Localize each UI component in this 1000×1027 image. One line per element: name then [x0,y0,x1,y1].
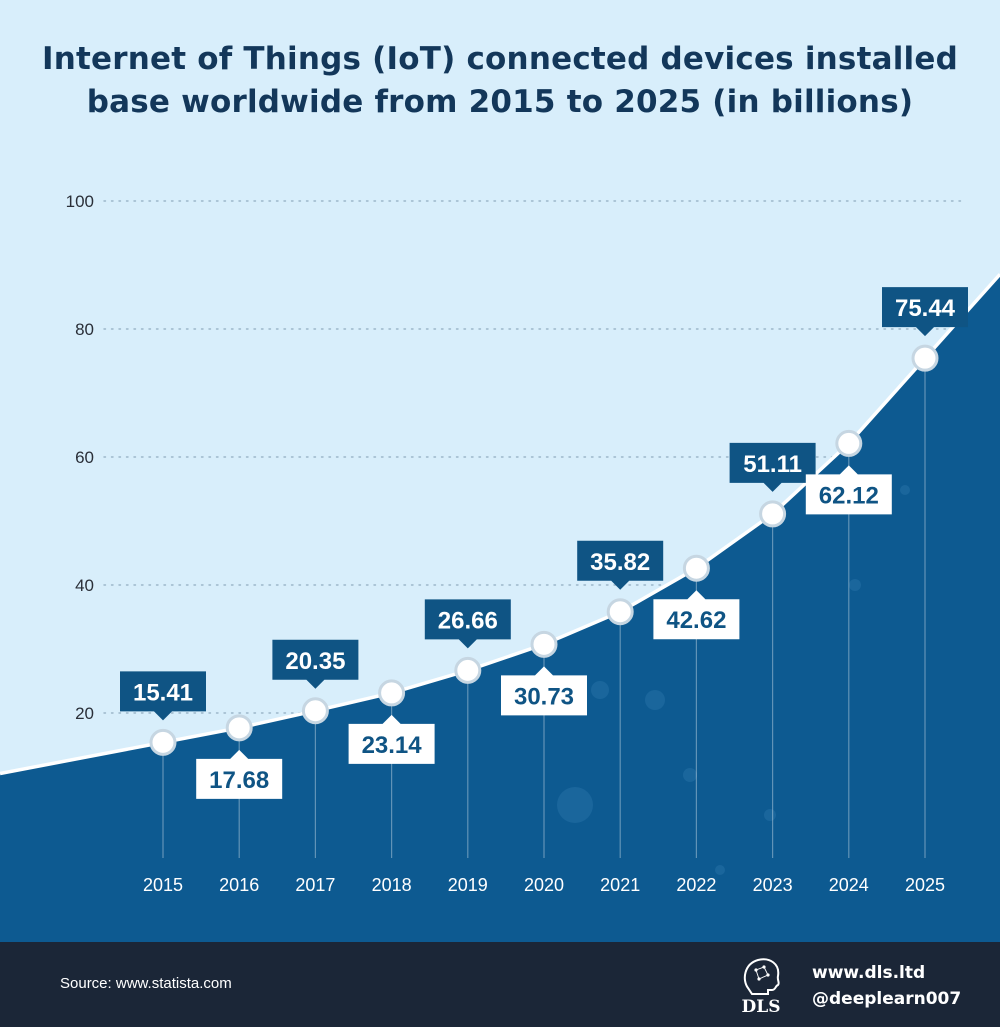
data-point [225,714,253,742]
data-label-text: 62.12 [819,482,879,509]
network-node-decoration [591,681,609,699]
data-point [149,728,177,756]
data-label: 15.41 [120,671,206,721]
dls-logo: DLS [742,958,781,1017]
y-tick-label: 100 [66,192,94,211]
website-link[interactable]: www.dls.ltd [812,963,926,983]
data-label-text: 42.62 [666,607,726,634]
data-label: 35.82 [577,540,664,590]
title-block: Internet of Things (IoT) connected devic… [0,38,1000,124]
data-label-box [729,442,816,492]
y-tick-label: 80 [75,320,94,339]
network-node-decoration [849,579,861,591]
data-label-box [348,714,435,764]
social-handle[interactable]: @deeplearn007 [812,989,962,1009]
footer: Source: www.statista.com DLS www.dls.ltd… [0,942,1000,1027]
data-label-text: 26.66 [438,607,498,634]
data-points [149,344,939,756]
source-text: Source: www.statista.com [60,975,232,992]
data-point [759,500,787,528]
data-label: 20.35 [272,639,359,689]
data-point [682,554,710,582]
y-tick-label: 20 [75,704,94,723]
data-label: 51.11 [729,442,816,492]
data-label-text: 17.68 [209,767,269,794]
data-label: 26.66 [424,599,511,649]
x-axis-ticks: 2015 2016 2017 2018 2019 2020 2021 2022 2023 2024… [143,875,945,895]
data-label-text: 30.73 [514,683,574,710]
data-label: 75.44 [882,287,968,337]
contact-block: www.dls.ltd @deeplearn007 [812,960,961,1012]
data-point [606,598,634,626]
data-label-box [577,540,664,590]
data-point [301,697,329,725]
data-point [835,429,863,457]
x-tick-label: 2021 [600,875,640,895]
data-label-box [653,590,740,640]
data-label-text: 15.41 [133,679,193,706]
x-tick-label: 2022 [676,875,716,895]
data-point [911,344,939,372]
data-label-box [805,465,892,515]
data-label: 23.14 [348,714,435,764]
chart-title: Internet of Things (IoT) connected devic… [42,41,958,120]
data-label-box [424,599,511,649]
brain-head-icon [743,958,780,995]
data-label-text: 75.44 [895,295,956,322]
data-label: 30.73 [501,666,587,716]
y-axis-ticks: 020406080100 [66,192,94,851]
data-label-box [882,287,968,337]
y-tick-label: 60 [75,448,94,467]
x-tick-label: 2017 [295,875,335,895]
data-point [454,656,482,684]
data-label-box [120,671,206,721]
x-tick-label: 2016 [219,875,259,895]
network-node-decoration [764,809,776,821]
data-label-box [196,749,283,799]
network-node-decoration [645,690,665,710]
data-label: 62.12 [805,465,892,515]
x-tick-label: 2018 [372,875,412,895]
data-point [378,679,406,707]
data-label-box [501,666,587,716]
data-labels: 15.41 17.68 20.35 23.14 26.66 30.73 35.82 42.62… [120,287,968,799]
x-tick-label: 2023 [753,875,793,895]
network-node-decoration [683,768,697,782]
x-tick-label: 2015 [143,875,183,895]
logo-text: DLS [742,997,781,1017]
network-node-decoration [557,787,593,823]
data-label-text: 35.82 [590,549,650,576]
data-label: 17.68 [196,749,283,799]
y-tick-label: 40 [75,576,94,595]
network-node-decoration [900,485,910,495]
x-tick-label: 2019 [448,875,488,895]
data-label: 42.62 [653,590,740,640]
x-tick-label: 2025 [905,875,945,895]
x-tick-label: 2020 [524,875,564,895]
iot-area-chart: 020406080100 15.4117.6820.3523.1426.6630… [0,192,1000,942]
network-node-decoration [715,865,725,875]
data-label-text: 51.11 [743,451,802,478]
data-point [530,630,558,658]
data-label-text: 20.35 [285,648,345,675]
data-label-box [272,639,359,689]
x-tick-label: 2024 [829,875,869,895]
data-label-text: 23.14 [362,732,423,759]
